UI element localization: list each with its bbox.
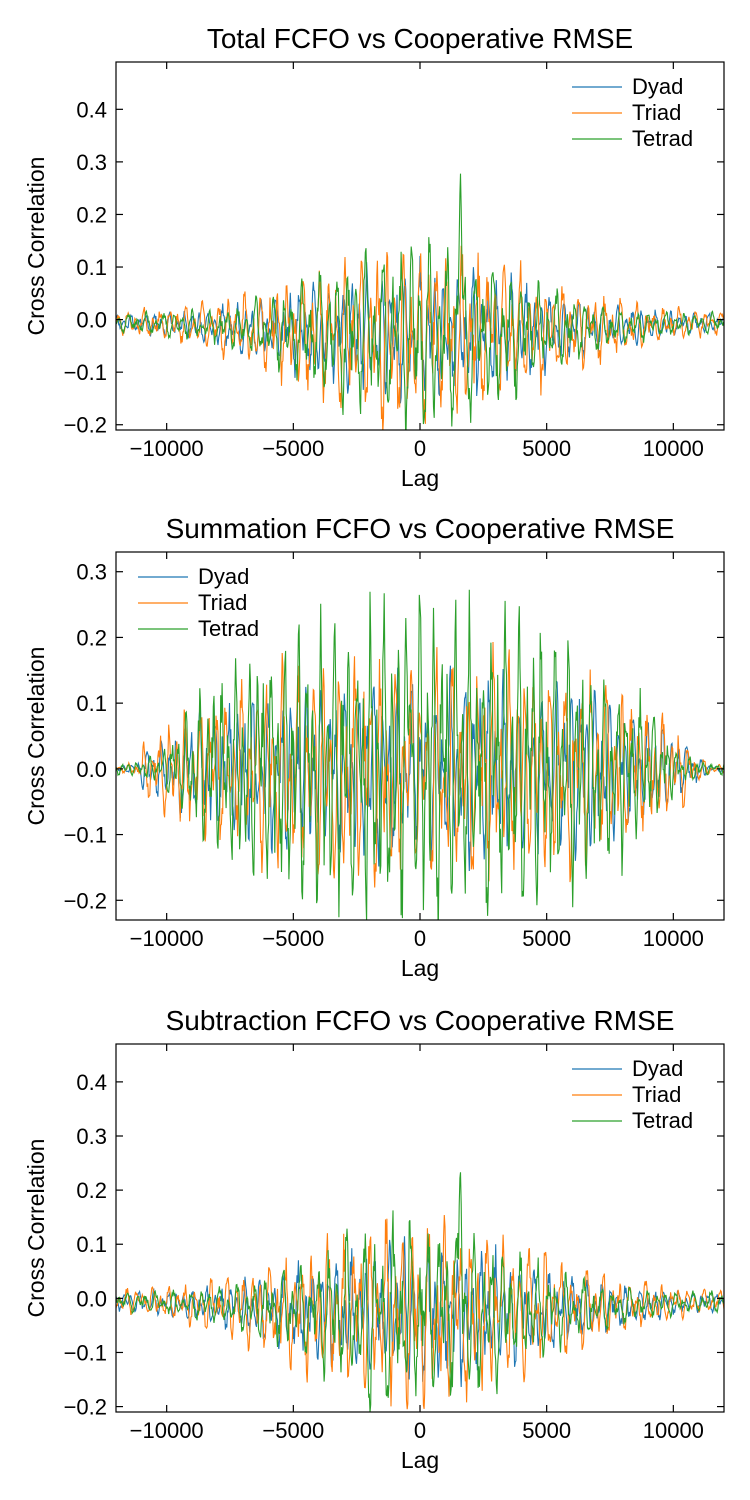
- y-tick-label: −0.1: [64, 1340, 107, 1365]
- y-tick-label: 0.1: [76, 691, 107, 716]
- y-axis-label: Cross Correlation: [23, 1139, 49, 1318]
- x-axis-label: Lag: [401, 465, 439, 491]
- series-line-triad: [116, 1214, 724, 1410]
- x-tick-label: 5000: [522, 436, 571, 461]
- x-tick-label: 0: [414, 1418, 426, 1443]
- y-tick-label: 0.0: [76, 308, 107, 333]
- legend-label-triad: Triad: [198, 590, 247, 615]
- chart-panel-1: Total FCFO vs Cooperative RMSE −10000 −500…: [23, 23, 725, 491]
- x-tick-label: 10000: [643, 436, 704, 461]
- chart-title: Total FCFO vs Cooperative RMSE: [207, 23, 633, 54]
- series-line-dyad: [116, 665, 724, 872]
- legend-label-dyad: Dyad: [632, 1056, 683, 1081]
- x-tick-label: 0: [414, 926, 426, 951]
- legend-label-tetrad: Tetrad: [198, 616, 259, 641]
- y-tick-label: 0.0: [76, 757, 107, 782]
- y-tick-label: 0.1: [76, 255, 107, 280]
- x-tick-label: −10000: [130, 1418, 204, 1443]
- x-tick-label: −5000: [262, 436, 324, 461]
- y-tick-label: −0.1: [64, 823, 107, 848]
- y-tick-label: 0.1: [76, 1232, 107, 1257]
- x-axis-label: Lag: [401, 1447, 439, 1473]
- x-tick-label: 5000: [522, 926, 571, 951]
- y-tick-label: −0.1: [64, 360, 107, 385]
- x-tick-label: −5000: [262, 1418, 324, 1443]
- x-tick-label: 10000: [643, 1418, 704, 1443]
- series-group: [116, 1172, 724, 1412]
- legend-label-triad: Triad: [632, 1082, 681, 1107]
- series-line-tetrad: [116, 589, 724, 920]
- series-line-tetrad: [116, 1172, 724, 1412]
- y-axis-label: Cross Correlation: [23, 647, 49, 826]
- y-tick-label: 0.3: [76, 560, 107, 585]
- y-tick-label: 0.3: [76, 150, 107, 175]
- x-tick-label: 0: [414, 436, 426, 461]
- y-tick-label: 0.3: [76, 1124, 107, 1149]
- series-line-dyad: [116, 255, 724, 404]
- chart-panel-2: Summation FCFO vs Cooperative RMSE −10000…: [23, 513, 725, 981]
- chart-panel-3: Subtraction FCFO vs Cooperative RMSE −100…: [23, 1005, 725, 1473]
- x-tick-label: −10000: [130, 926, 204, 951]
- x-tick-label: 10000: [643, 926, 704, 951]
- legend-label-tetrad: Tetrad: [632, 1108, 693, 1133]
- y-tick-label: 0.2: [76, 625, 107, 650]
- legend-label-dyad: Dyad: [632, 74, 683, 99]
- x-axis-label: Lag: [401, 955, 439, 981]
- y-tick-label: 0.4: [76, 1070, 107, 1095]
- legend-label-dyad: Dyad: [198, 564, 249, 589]
- chart-title: Subtraction FCFO vs Cooperative RMSE: [166, 1005, 675, 1036]
- legend-label-tetrad: Tetrad: [632, 126, 693, 151]
- x-tick-label: 5000: [522, 1418, 571, 1443]
- y-tick-label: 0.4: [76, 97, 107, 122]
- x-tick-label: −10000: [130, 436, 204, 461]
- y-tick-label: 0.2: [76, 1178, 107, 1203]
- y-tick-label: −0.2: [64, 888, 107, 913]
- y-tick-label: −0.2: [64, 413, 107, 438]
- y-tick-label: 0.2: [76, 202, 107, 227]
- series-group: [116, 589, 724, 920]
- series-line-tetrad: [116, 173, 724, 430]
- y-axis-label: Cross Correlation: [23, 157, 49, 336]
- series-line-triad: [116, 641, 724, 888]
- x-tick-label: −5000: [262, 926, 324, 951]
- y-tick-label: 0.0: [76, 1286, 107, 1311]
- legend-label-triad: Triad: [632, 100, 681, 125]
- series-group: [116, 173, 724, 430]
- chart-title: Summation FCFO vs Cooperative RMSE: [166, 513, 675, 544]
- y-tick-label: −0.2: [64, 1395, 107, 1420]
